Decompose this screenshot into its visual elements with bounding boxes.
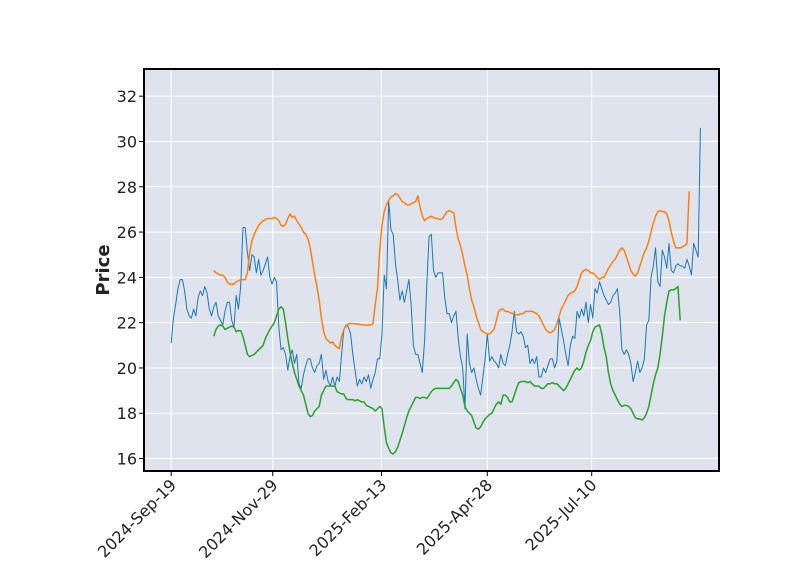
y-tick-label: 20 — [117, 359, 137, 378]
y-axis-title: Price — [93, 244, 114, 295]
grid-lines — [144, 69, 719, 471]
y-tick-label: 32 — [117, 87, 137, 106]
x-tick-label: 2025-Feb-13 — [305, 475, 390, 560]
y-tick-label: 30 — [117, 132, 137, 151]
series-layer — [170, 127, 701, 455]
y-tick-label: 24 — [117, 268, 137, 287]
series-line-lower-band — [213, 285, 681, 455]
x-axis: 2024-Sep-19 2024-Nov-29 2025-Feb-13 2025-Ap… — [94, 471, 601, 562]
y-tick-label: 18 — [117, 404, 137, 423]
y-tick-label: 26 — [117, 223, 137, 242]
plot-frame — [143, 68, 720, 472]
y-axis: 16 18 20 22 24 26 28 30 32 — [117, 87, 144, 469]
y-tick-label: 16 — [117, 450, 137, 469]
x-tick-label: 2025-Apr-28 — [413, 475, 496, 558]
x-tick-label: 2025-Jul-10 — [521, 475, 600, 554]
series-line-price — [170, 127, 701, 410]
plot-background — [144, 69, 719, 471]
x-tick-label: 2024-Nov-29 — [195, 475, 282, 562]
series-line-upper-band — [213, 191, 690, 350]
x-tick-label: 2024-Sep-19 — [94, 475, 180, 561]
y-tick-label: 28 — [117, 178, 137, 197]
y-tick-label: 22 — [117, 314, 137, 333]
